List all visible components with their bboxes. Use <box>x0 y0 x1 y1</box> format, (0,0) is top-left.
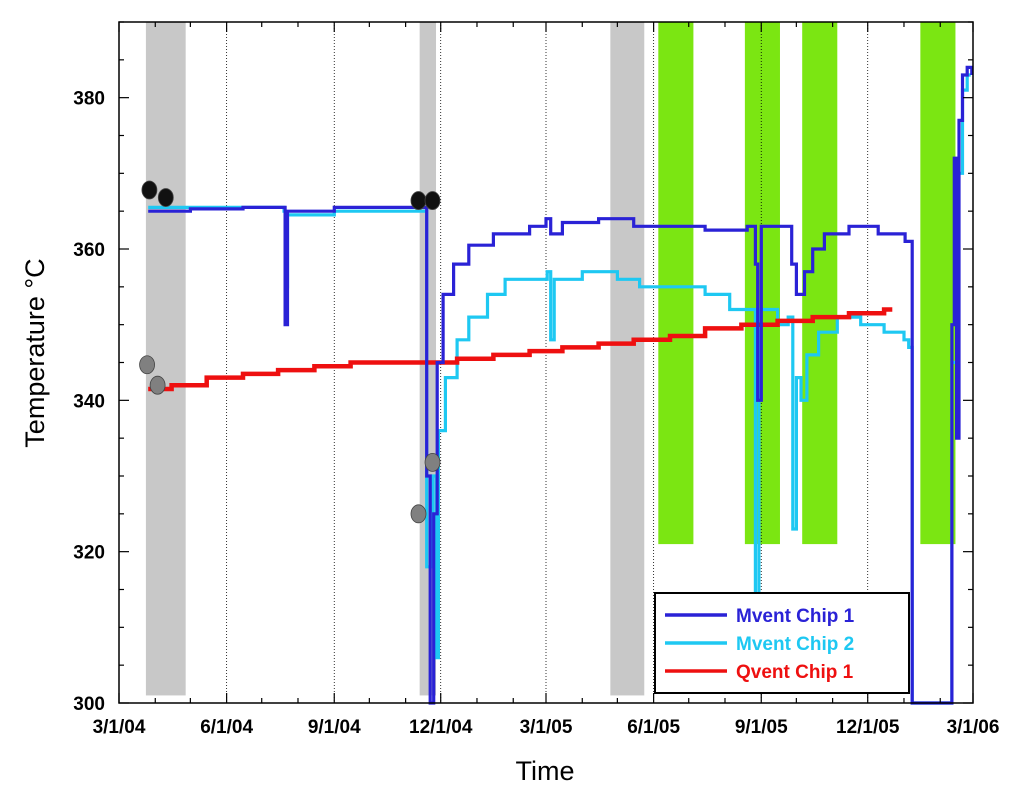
x-tick-label: 9/1/04 <box>308 717 361 738</box>
x-tick-label: 3/1/06 <box>947 717 1000 738</box>
series-line-mvent-chip-2 <box>148 73 971 705</box>
marker-2 <box>157 188 174 207</box>
y-tick-label: 380 <box>73 89 105 110</box>
y-tick-label: 320 <box>73 543 105 564</box>
marker-4 <box>424 191 441 210</box>
vertical-grid <box>226 22 869 703</box>
y-axis-label: Temperature °C <box>20 258 50 447</box>
y-axis: 300 320 340 360 380 <box>73 21 973 715</box>
x-tick-label: 6/1/04 <box>200 717 253 738</box>
x-axis-label: Time <box>516 756 575 786</box>
event-markers <box>139 180 441 524</box>
marker-1 <box>141 180 158 200</box>
marker-6 <box>149 375 166 395</box>
x-tick-label: 3/1/04 <box>93 717 146 738</box>
y-tick-label: 360 <box>73 240 105 261</box>
shaded-region-4 <box>658 22 694 545</box>
x-tick-label: 9/1/05 <box>735 717 788 738</box>
marker-5 <box>139 355 155 375</box>
marker-8 <box>424 452 441 472</box>
shaded-regions <box>145 22 956 696</box>
series-line-qvent-chip-1 <box>148 307 893 392</box>
shaded-region-6 <box>802 22 838 545</box>
shaded-region-3 <box>610 22 645 696</box>
marker-7 <box>410 504 427 524</box>
marker-3 <box>410 191 427 210</box>
x-tick-label: 12/1/04 <box>409 717 473 738</box>
y-tick-label: 340 <box>73 391 105 412</box>
y-tick-label: 300 <box>73 694 105 715</box>
legend-label: Mvent Chip 2 <box>736 634 854 655</box>
x-tick-label: 12/1/05 <box>836 717 900 738</box>
x-axis: 3/1/04 6/1/04 9/1/04 12/1/04 3/1/05 6/1/05 9/1… <box>93 22 1000 738</box>
shaded-region-7 <box>920 22 956 545</box>
legend-label: Mvent Chip 1 <box>736 606 855 627</box>
x-tick-label: 3/1/05 <box>520 717 573 738</box>
legend: Mvent Chip 1 Mvent Chip 2 Qvent Chip 1 <box>654 592 910 694</box>
x-tick-label: 6/1/05 <box>627 717 680 738</box>
legend-label: Qvent Chip 1 <box>736 662 854 683</box>
